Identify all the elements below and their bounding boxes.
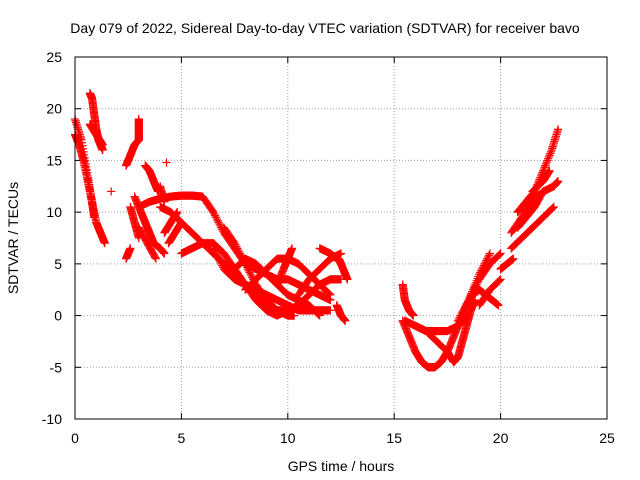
data-point: [494, 301, 503, 310]
data-point: [509, 254, 518, 263]
data-point: [126, 244, 135, 253]
data-point: [548, 203, 558, 212]
data-point: [544, 154, 553, 163]
series-track-7: [121, 135, 143, 170]
y-tick-label: -10: [42, 411, 62, 427]
data-point: [545, 166, 554, 175]
y-tick-label: 5: [54, 256, 62, 272]
data-point: [100, 239, 109, 248]
series-track-6: [121, 244, 135, 263]
y-axis-title: SDTVAR / TECUs: [5, 182, 21, 294]
data-point: [485, 249, 495, 258]
y-tick-label: -5: [50, 359, 63, 375]
series-track-11: [134, 223, 160, 263]
data-point: [541, 159, 551, 168]
data-point: [325, 289, 334, 299]
y-tick-label: 25: [46, 49, 62, 65]
x-tick-label: 10: [280, 430, 296, 446]
y-tick-label: 10: [46, 204, 62, 220]
y-tick-label: 15: [46, 152, 62, 168]
series-track-4: [85, 120, 107, 150]
series-track-5: [107, 187, 116, 196]
data-point: [539, 187, 548, 196]
data-point: [107, 187, 116, 196]
data-point: [538, 188, 547, 197]
data-point: [545, 151, 554, 160]
data-point: [326, 306, 335, 315]
data-point: [162, 158, 171, 167]
data-point: [495, 250, 504, 259]
series-track-36: [496, 254, 518, 274]
data-point: [496, 249, 505, 258]
series-track-34: [464, 249, 495, 305]
series-track-35: [475, 275, 505, 310]
data-point: [336, 249, 346, 258]
series-track-41: [528, 166, 554, 196]
data-point: [549, 202, 558, 212]
data-point: [134, 135, 143, 144]
series-track-24: [273, 244, 297, 289]
data-point: [90, 213, 99, 222]
data-point: [326, 290, 335, 299]
data-point: [540, 163, 549, 172]
data-point: [343, 275, 352, 284]
series-track-27: [334, 254, 352, 284]
x-axis-title: GPS time / hours: [288, 458, 395, 474]
data-point: [495, 276, 504, 285]
data-point: [409, 311, 418, 320]
series-track-10: [130, 192, 169, 258]
data-point: [542, 158, 551, 167]
data-point: [484, 251, 494, 260]
data-point: [341, 316, 350, 325]
x-tick-label: 20: [493, 430, 509, 446]
data-point: [553, 177, 563, 186]
data-point: [290, 311, 299, 320]
data-point: [464, 311, 473, 320]
data-point: [539, 164, 548, 174]
plot-frame: [74, 56, 608, 420]
data-point: [151, 253, 160, 262]
data-point: [463, 312, 472, 321]
data-point: [546, 149, 555, 158]
data-point: [151, 254, 160, 263]
series-track-8: [134, 114, 143, 144]
y-tick-label: 20: [46, 101, 62, 117]
data-point: [98, 140, 107, 150]
series-track-28: [332, 301, 350, 325]
series-track-40: [513, 187, 548, 232]
series-track-14: [162, 158, 171, 167]
grid: [75, 57, 607, 419]
x-tick-label: 5: [178, 430, 186, 446]
data-points: [70, 89, 563, 372]
data-point: [553, 125, 563, 134]
tick-labels: 0 5 10 15 20 25 -10 -5 0 5 10 15 20 25: [42, 49, 615, 446]
y-tick-label: 0: [54, 308, 62, 324]
chart-title: Day 079 of 2022, Sidereal Day-to-day VTE…: [70, 20, 580, 36]
data-point: [496, 275, 505, 284]
data-point: [160, 249, 169, 258]
data-point: [543, 156, 552, 165]
data-point: [287, 244, 297, 253]
series-track-29: [398, 280, 418, 320]
data-point: [546, 147, 556, 156]
data-point: [314, 310, 323, 319]
series-track-37: [507, 202, 558, 253]
data-point: [544, 152, 553, 162]
x-tick-label: 25: [599, 430, 615, 446]
data-point: [315, 311, 324, 320]
x-tick-label: 15: [386, 430, 402, 446]
data-point: [541, 161, 550, 170]
x-tick-label: 0: [71, 430, 79, 446]
